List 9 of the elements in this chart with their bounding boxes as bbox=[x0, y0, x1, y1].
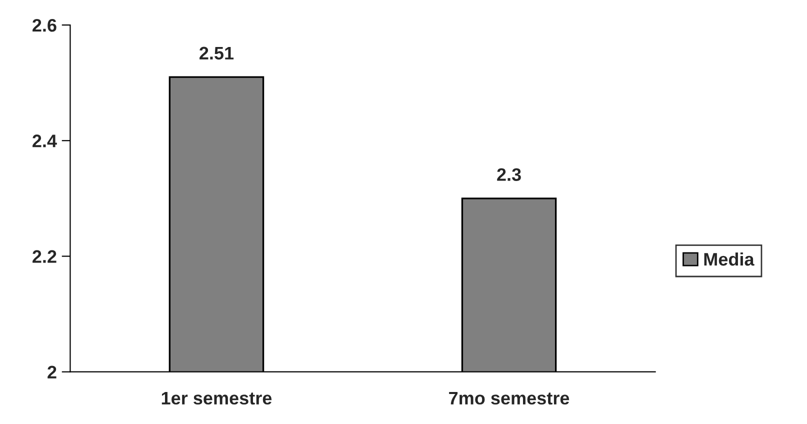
y-tick-label: 2.6 bbox=[32, 18, 56, 32]
y-tick-label: 2.2 bbox=[32, 250, 56, 263]
x-tick-label: 7mo semestre bbox=[449, 392, 570, 405]
y-tick-label: 2 bbox=[48, 366, 56, 378]
data-label: 2.51 bbox=[200, 46, 234, 60]
legend-label: Media bbox=[704, 252, 754, 266]
data-label: 2.3 bbox=[497, 168, 521, 181]
y-tick-label: 2.4 bbox=[32, 134, 57, 148]
x-tick-label: 1er semestre bbox=[162, 392, 272, 405]
